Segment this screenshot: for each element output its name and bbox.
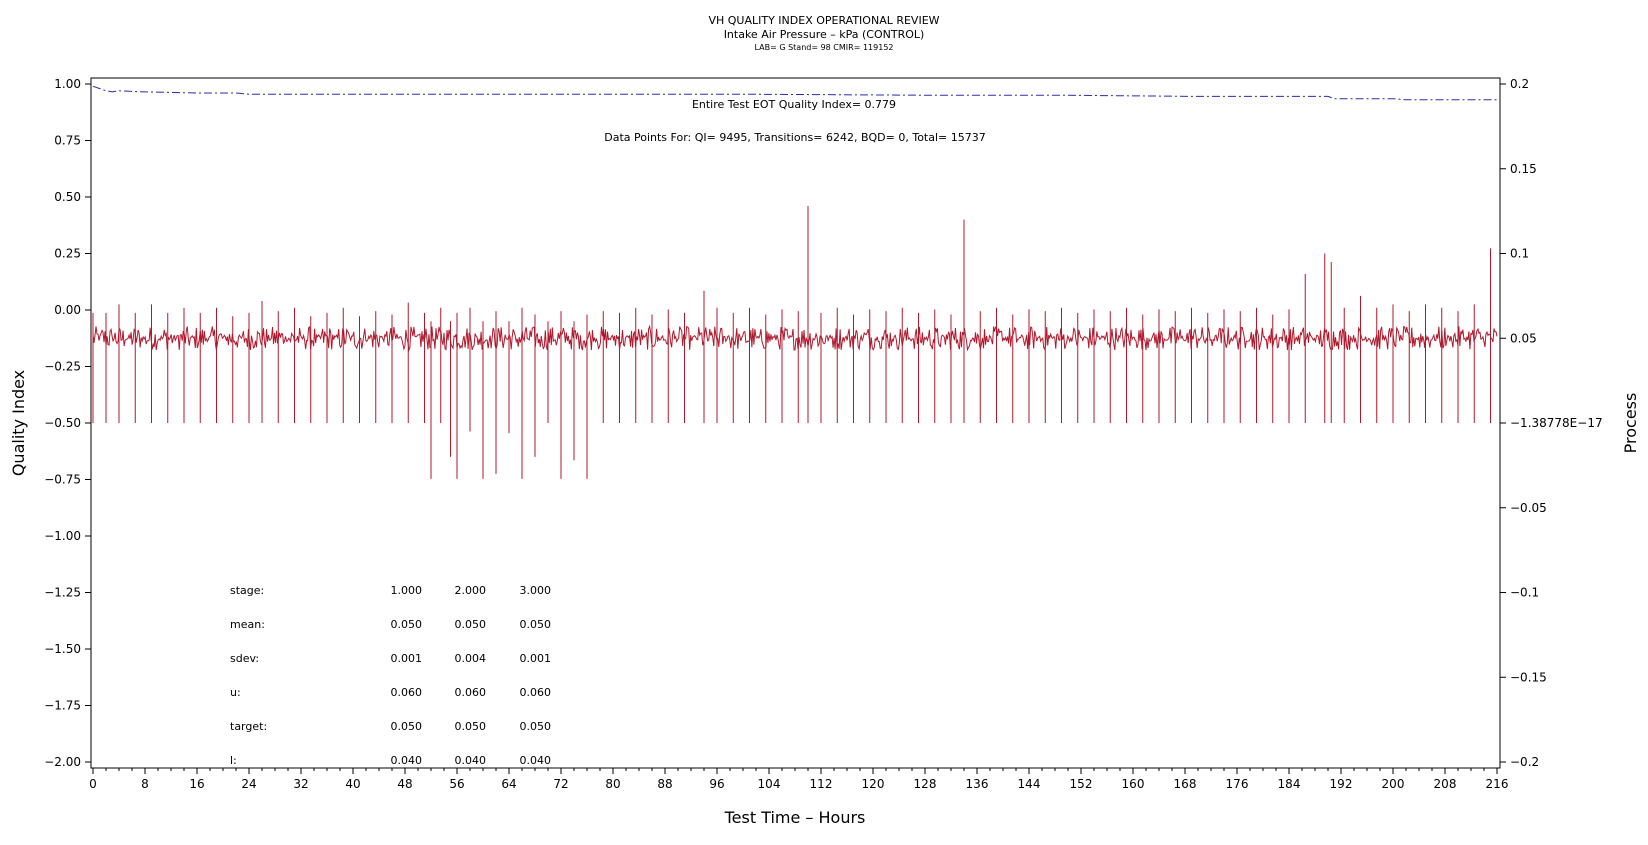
annotation-eot: Entire Test EOT Quality Index= 0.779 <box>692 98 896 111</box>
y-right-tick-label: −0.2 <box>1510 755 1539 769</box>
stats-cell: 0.004 <box>455 652 487 665</box>
chart-subtitle-2: LAB= G Stand= 98 CMIR= 119152 <box>754 43 894 52</box>
axes: 0 8 16 24 32 40 48 56 64 72 80 88 96 104 112 120 128 136 1… <box>44 77 1602 791</box>
x-tick-label: 88 <box>657 777 672 791</box>
stats-cell: 0.060 <box>455 686 487 699</box>
x-tick-label: 80 <box>605 777 620 791</box>
stats-cell: 0.050 <box>520 720 552 733</box>
x-tick-label: 24 <box>241 777 256 791</box>
stats-cell: 0.050 <box>391 618 423 631</box>
x-tick-label: 64 <box>501 777 516 791</box>
x-tick-label: 208 <box>1434 777 1457 791</box>
x-tick-label: 32 <box>293 777 308 791</box>
x-tick-label: 56 <box>449 777 464 791</box>
x-tick-label: 104 <box>758 777 781 791</box>
y-left-tick-label: 0.00 <box>54 303 81 317</box>
y-left-tick-label: −0.75 <box>44 473 81 487</box>
x-tick-label: 168 <box>1174 777 1197 791</box>
stats-cell: 0.040 <box>520 754 552 767</box>
y-left-tick-label: 0.50 <box>54 190 81 204</box>
stats-cell: 0.040 <box>455 754 487 767</box>
y-left-tick-label: 0.25 <box>54 247 81 261</box>
x-tick-label: 48 <box>397 777 412 791</box>
stats-row-label: sdev: <box>230 652 259 665</box>
y-left-tick-label: −0.50 <box>44 416 81 430</box>
x-axis-label: Test Time – Hours <box>724 808 866 827</box>
y-left-tick-label: −1.75 <box>44 699 81 713</box>
process-trace <box>92 324 1498 352</box>
y-left-tick-label: −1.50 <box>44 642 81 656</box>
stats-cell: 0.050 <box>391 720 423 733</box>
x-tick-label: 128 <box>914 777 937 791</box>
stats-cell: 0.060 <box>391 686 423 699</box>
series-layer <box>92 85 1498 479</box>
stats-cell: 2.000 <box>455 584 487 597</box>
y-left-tick-label: −1.25 <box>44 586 81 600</box>
y-right-tick-label: 0.2 <box>1510 77 1529 91</box>
y-right-tick-label: −0.05 <box>1510 501 1547 515</box>
x-tick-label: 96 <box>709 777 724 791</box>
x-tick-label: 176 <box>1226 777 1249 791</box>
x-tick-label: 8 <box>141 777 149 791</box>
stats-cell: 0.050 <box>455 720 487 733</box>
x-tick-label: 192 <box>1330 777 1353 791</box>
x-tick-label: 112 <box>810 777 833 791</box>
stats-row-label: mean: <box>230 618 265 631</box>
stats-cell: 1.000 <box>391 584 423 597</box>
x-tick-label: 120 <box>862 777 885 791</box>
y-left-tick-label: 1.00 <box>54 77 81 91</box>
y-axis-label-left: Quality Index <box>9 370 28 476</box>
stats-row-label: l: <box>230 754 237 767</box>
x-tick-label: 144 <box>1018 777 1041 791</box>
x-tick-label: 152 <box>1070 777 1093 791</box>
chart-titles: VH QUALITY INDEX OPERATIONAL REVIEW Inta… <box>0 14 1648 53</box>
stats-cell: 3.000 <box>520 584 552 597</box>
chart-title: VH QUALITY INDEX OPERATIONAL REVIEW <box>708 14 940 27</box>
y-right-tick-label: 0.1 <box>1510 247 1529 261</box>
y-right-tick-label: 0.15 <box>1510 162 1537 176</box>
y-right-tick-label: −0.1 <box>1510 586 1539 600</box>
x-tick-label: 200 <box>1382 777 1405 791</box>
chart-subtitle: Intake Air Pressure – kPa (CONTROL) <box>723 28 925 41</box>
stats-cell: 0.001 <box>520 652 552 665</box>
y-left-tick-label: −0.25 <box>44 360 81 374</box>
stats-cell: 0.050 <box>455 618 487 631</box>
stats-table: stage: 1.000 2.000 3.000 mean: 0.050 0.050 0.05… <box>230 584 551 767</box>
x-tick-label: 72 <box>553 777 568 791</box>
y-right-tick-label: −1.38778E−17 <box>1510 416 1603 430</box>
x-tick-label: 160 <box>1122 777 1145 791</box>
x-tick-label: 40 <box>345 777 360 791</box>
x-tick-label: 0 <box>89 777 97 791</box>
y-axis-label-right: Process <box>1621 393 1640 454</box>
x-tick-label: 16 <box>189 777 204 791</box>
x-tick-label: 136 <box>966 777 989 791</box>
stats-row-label: stage: <box>230 584 264 597</box>
x-tick-label: 216 <box>1486 777 1509 791</box>
stats-cell: 0.060 <box>520 686 552 699</box>
stats-cell: 0.040 <box>391 754 423 767</box>
y-left-tick-label: −1.00 <box>44 529 81 543</box>
stats-row-label: u: <box>230 686 241 699</box>
y-right-tick-label: −0.15 <box>1510 670 1547 684</box>
stats-cell: 0.001 <box>391 652 423 665</box>
quality-index-line <box>92 85 1497 101</box>
y-left-tick-label: 0.75 <box>54 134 81 148</box>
y-left-tick-label: −2.00 <box>44 755 81 769</box>
annotation-data-points: Data Points For: QI= 9495, Transitions= … <box>604 131 986 144</box>
y-right-tick-label: 0.05 <box>1510 331 1537 345</box>
stats-cell: 0.050 <box>520 618 552 631</box>
stats-row-label: target: <box>230 720 267 733</box>
x-tick-label: 184 <box>1278 777 1301 791</box>
